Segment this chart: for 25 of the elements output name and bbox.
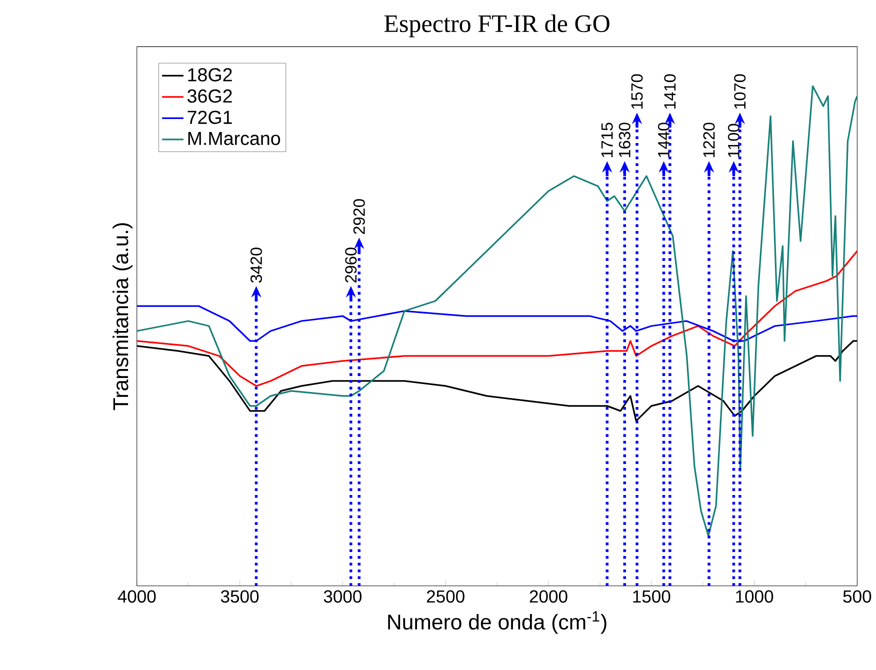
ref-line-label: 1440 (658, 122, 670, 158)
legend-label: 18G2 (188, 68, 232, 82)
x-axis-title: Numero de onda (cm$^{-1}$) (388, 612, 606, 634)
ref-line-label: 1570 (631, 74, 643, 109)
ref-line-label: 1070 (734, 74, 746, 109)
ref-line-label: 1715 (601, 123, 613, 158)
x-tick-label: 2000 (530, 590, 568, 603)
x-tick-label: 1500 (633, 590, 670, 603)
x-tick-label: 1000 (736, 590, 774, 603)
x-tick-label: 3500 (220, 590, 259, 603)
x-tick-label: 500 (843, 590, 872, 603)
ref-line-label: 1220 (703, 122, 715, 158)
ref-line-label: 2920 (353, 199, 365, 234)
x-tick-label: 4000 (118, 590, 156, 603)
legend-label: 36G2 (187, 90, 232, 103)
x-tick-label: 3000 (324, 590, 362, 603)
ref-line-label: 2960 (345, 248, 357, 283)
ref-line-label: 1410 (664, 74, 676, 109)
ref-line-label: 1630 (618, 122, 630, 158)
legend-label: 72G1 (188, 110, 232, 124)
ref-line-label: 3420 (250, 248, 262, 283)
chart-title: Espectro FT-IR de GO (384, 14, 610, 38)
legend-label: M.Marcano (188, 132, 280, 146)
x-tick-label: 2500 (426, 590, 464, 603)
y-axis-title: Transmitancia (a.u.) (112, 223, 132, 410)
